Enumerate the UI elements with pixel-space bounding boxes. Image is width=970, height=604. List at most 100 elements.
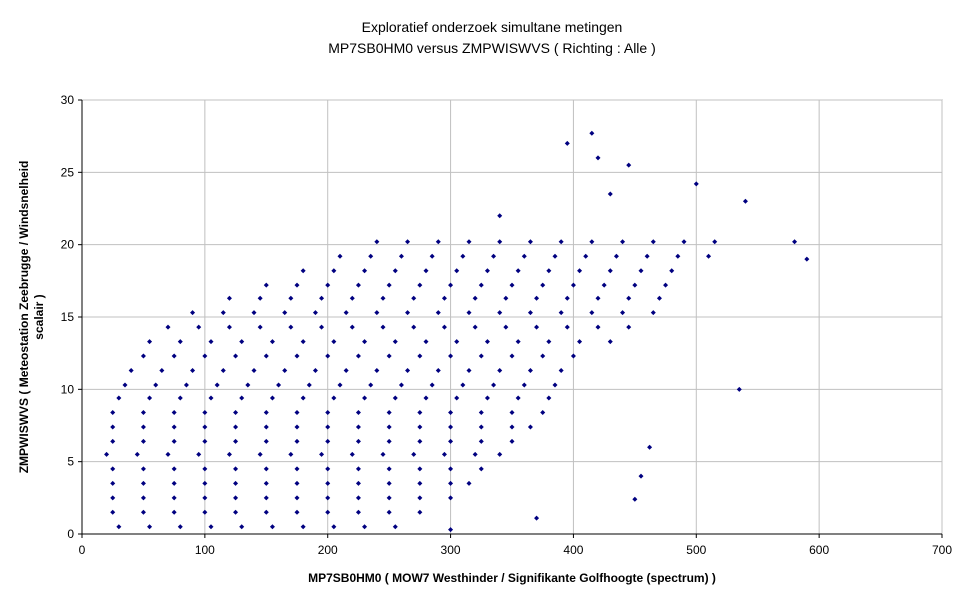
point	[558, 310, 564, 316]
point	[607, 268, 613, 274]
point	[355, 509, 361, 515]
point	[448, 353, 454, 359]
point	[405, 310, 411, 316]
point	[362, 268, 368, 274]
point	[632, 282, 638, 288]
point	[509, 438, 515, 444]
point	[454, 339, 460, 345]
point	[405, 368, 411, 374]
point	[110, 424, 116, 430]
y-tick-label: 15	[61, 310, 75, 324]
point	[196, 451, 202, 457]
point	[294, 438, 300, 444]
point	[742, 198, 748, 204]
point	[792, 239, 798, 245]
point	[392, 395, 398, 401]
point	[202, 353, 208, 359]
point	[435, 368, 441, 374]
point	[448, 409, 454, 415]
point	[386, 495, 392, 501]
point	[417, 282, 423, 288]
point	[503, 295, 509, 301]
point	[208, 395, 214, 401]
point	[190, 310, 196, 316]
point	[392, 268, 398, 274]
point	[613, 253, 619, 259]
point	[497, 451, 503, 457]
point	[116, 395, 122, 401]
point	[306, 382, 312, 388]
point	[171, 480, 177, 486]
point	[417, 495, 423, 501]
point	[681, 239, 687, 245]
point	[269, 339, 275, 345]
point	[411, 451, 417, 457]
x-tick-label: 400	[563, 543, 583, 557]
point	[177, 395, 183, 401]
point	[374, 368, 380, 374]
point	[233, 509, 239, 515]
point	[294, 424, 300, 430]
point	[343, 368, 349, 374]
point	[263, 438, 269, 444]
point	[374, 239, 380, 245]
point	[509, 353, 515, 359]
y-tick-label: 5	[67, 455, 74, 469]
point	[509, 409, 515, 415]
point	[570, 282, 576, 288]
point	[583, 253, 589, 259]
point	[509, 282, 515, 288]
point	[153, 382, 159, 388]
point	[233, 495, 239, 501]
point	[386, 480, 392, 486]
point	[380, 451, 386, 457]
y-tick-label: 0	[67, 527, 74, 541]
x-tick-label: 600	[809, 543, 829, 557]
point	[466, 310, 472, 316]
y-tick-label: 30	[61, 93, 75, 107]
point	[116, 524, 122, 530]
point	[288, 295, 294, 301]
point	[140, 424, 146, 430]
point	[546, 339, 552, 345]
point	[263, 509, 269, 515]
point	[448, 424, 454, 430]
point	[220, 310, 226, 316]
point	[362, 339, 368, 345]
point	[386, 282, 392, 288]
point	[171, 353, 177, 359]
point	[466, 480, 472, 486]
point	[411, 324, 417, 330]
point	[171, 495, 177, 501]
point	[497, 368, 503, 374]
point	[595, 324, 601, 330]
point	[147, 339, 153, 345]
point	[386, 409, 392, 415]
point	[706, 253, 712, 259]
point	[239, 524, 245, 530]
point	[448, 282, 454, 288]
point	[140, 466, 146, 472]
point	[183, 382, 189, 388]
point	[448, 527, 454, 533]
point	[521, 382, 527, 388]
point	[294, 480, 300, 486]
point	[484, 268, 490, 274]
point	[626, 295, 632, 301]
point	[503, 324, 509, 330]
point	[300, 339, 306, 345]
point	[325, 282, 331, 288]
point	[454, 395, 460, 401]
chart-subtitle: MP7SB0HM0 versus ZMPWISWVS ( Richting : …	[328, 40, 656, 56]
point	[263, 466, 269, 472]
point	[331, 524, 337, 530]
point	[288, 451, 294, 457]
point	[349, 324, 355, 330]
point	[355, 353, 361, 359]
point	[202, 424, 208, 430]
point	[472, 451, 478, 457]
point	[669, 268, 675, 274]
point	[595, 155, 601, 161]
point	[110, 495, 116, 501]
